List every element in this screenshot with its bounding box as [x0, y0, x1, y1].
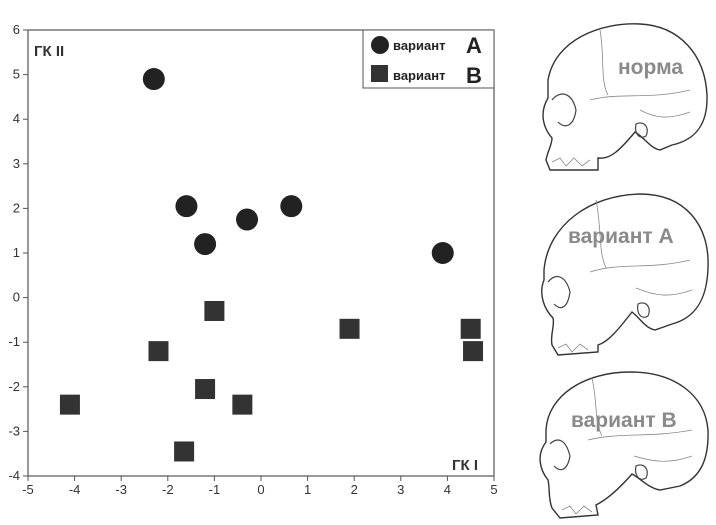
- skull-label-variant-a: вариант А: [568, 225, 674, 248]
- y-tick-label: -1: [8, 334, 20, 349]
- y-tick-label: 5: [13, 67, 20, 82]
- skull-illustration-variant-b: вариант В: [539, 371, 709, 519]
- y-tick-label: 1: [13, 245, 20, 260]
- legend-label-a: вариант: [393, 38, 445, 53]
- x-tick-label: 0: [257, 482, 264, 497]
- point-square: [339, 318, 360, 339]
- data-points: [59, 68, 484, 462]
- legend-letter-b: B: [466, 63, 482, 88]
- x-axis: -5 -4 -3 -2 -1 0 1 2 3 4 5: [22, 476, 498, 497]
- skull-label-norma: норма: [618, 56, 683, 79]
- point-square: [463, 341, 484, 362]
- point-square: [204, 300, 225, 321]
- y-tick-label: -4: [8, 468, 20, 483]
- skull-illustration-norma: норма: [542, 23, 708, 171]
- legend-marker-square: [371, 65, 388, 82]
- legend-marker-circle: [371, 36, 389, 54]
- point-square: [232, 394, 253, 415]
- plot-frame: [27, 29, 495, 477]
- x-tick-label: -4: [69, 482, 81, 497]
- x-tick-label: 4: [444, 482, 451, 497]
- y-tick-label: 0: [13, 290, 20, 305]
- legend-label-b: вариант: [393, 68, 445, 83]
- point-square: [195, 379, 216, 400]
- point-square: [460, 318, 481, 339]
- y-axis-label: ГК II: [34, 43, 64, 60]
- y-tick-label: -3: [8, 423, 20, 438]
- x-tick-label: 3: [397, 482, 404, 497]
- point-circle: [194, 233, 217, 256]
- point-circle: [175, 195, 198, 218]
- point-circle: [431, 242, 454, 264]
- point-circle: [142, 68, 165, 91]
- x-tick-label: -1: [209, 482, 221, 497]
- y-tick-label: 4: [13, 111, 20, 126]
- y-tick-label: 3: [13, 156, 20, 171]
- x-tick-label: -5: [22, 482, 34, 497]
- skull-illustration-variant-a: вариант А: [541, 193, 709, 356]
- x-tick-label: -2: [162, 482, 174, 497]
- legend-letter-a: A: [466, 33, 482, 58]
- skull-label-variant-b: вариант В: [571, 409, 677, 432]
- legend: вариант A вариант B: [362, 29, 495, 89]
- x-tick-label: 1: [304, 482, 311, 497]
- x-tick-label: 2: [351, 482, 358, 497]
- y-tick-label: 6: [13, 22, 20, 37]
- x-axis-label: ГК I: [452, 457, 478, 474]
- point-square: [148, 341, 169, 362]
- point-circle: [280, 195, 303, 218]
- point-circle: [236, 208, 259, 231]
- point-square: [174, 441, 195, 462]
- y-tick-label: -2: [8, 379, 20, 394]
- x-tick-label: 5: [490, 482, 497, 497]
- y-tick-label: 2: [13, 200, 20, 215]
- y-axis: -4 -3 -2 -1 0 1 2 3 4 5 6: [8, 22, 28, 483]
- point-square: [59, 394, 80, 415]
- x-tick-label: -3: [115, 482, 127, 497]
